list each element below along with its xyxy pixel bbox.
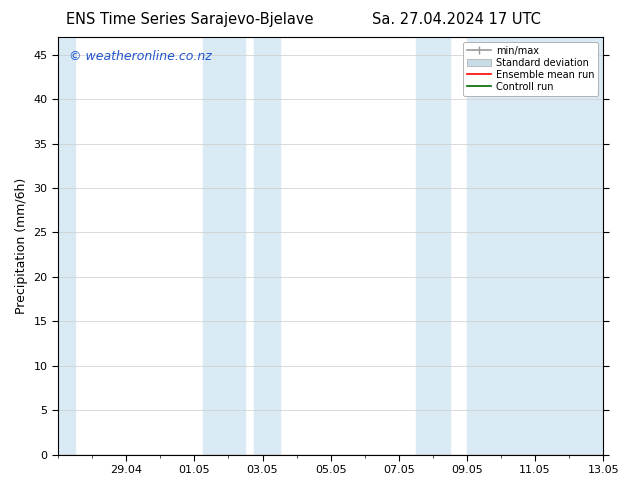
Bar bbox=[58, 37, 75, 455]
Bar bbox=[467, 37, 603, 455]
Bar bbox=[254, 37, 280, 455]
Y-axis label: Precipitation (mm/6h): Precipitation (mm/6h) bbox=[15, 178, 28, 314]
Legend: min/max, Standard deviation, Ensemble mean run, Controll run: min/max, Standard deviation, Ensemble me… bbox=[463, 42, 598, 96]
Text: © weatheronline.co.nz: © weatheronline.co.nz bbox=[69, 49, 212, 63]
Text: Sa. 27.04.2024 17 UTC: Sa. 27.04.2024 17 UTC bbox=[372, 12, 541, 27]
Text: ENS Time Series Sarajevo-Bjelave: ENS Time Series Sarajevo-Bjelave bbox=[67, 12, 314, 27]
Bar bbox=[416, 37, 450, 455]
Bar bbox=[203, 37, 245, 455]
